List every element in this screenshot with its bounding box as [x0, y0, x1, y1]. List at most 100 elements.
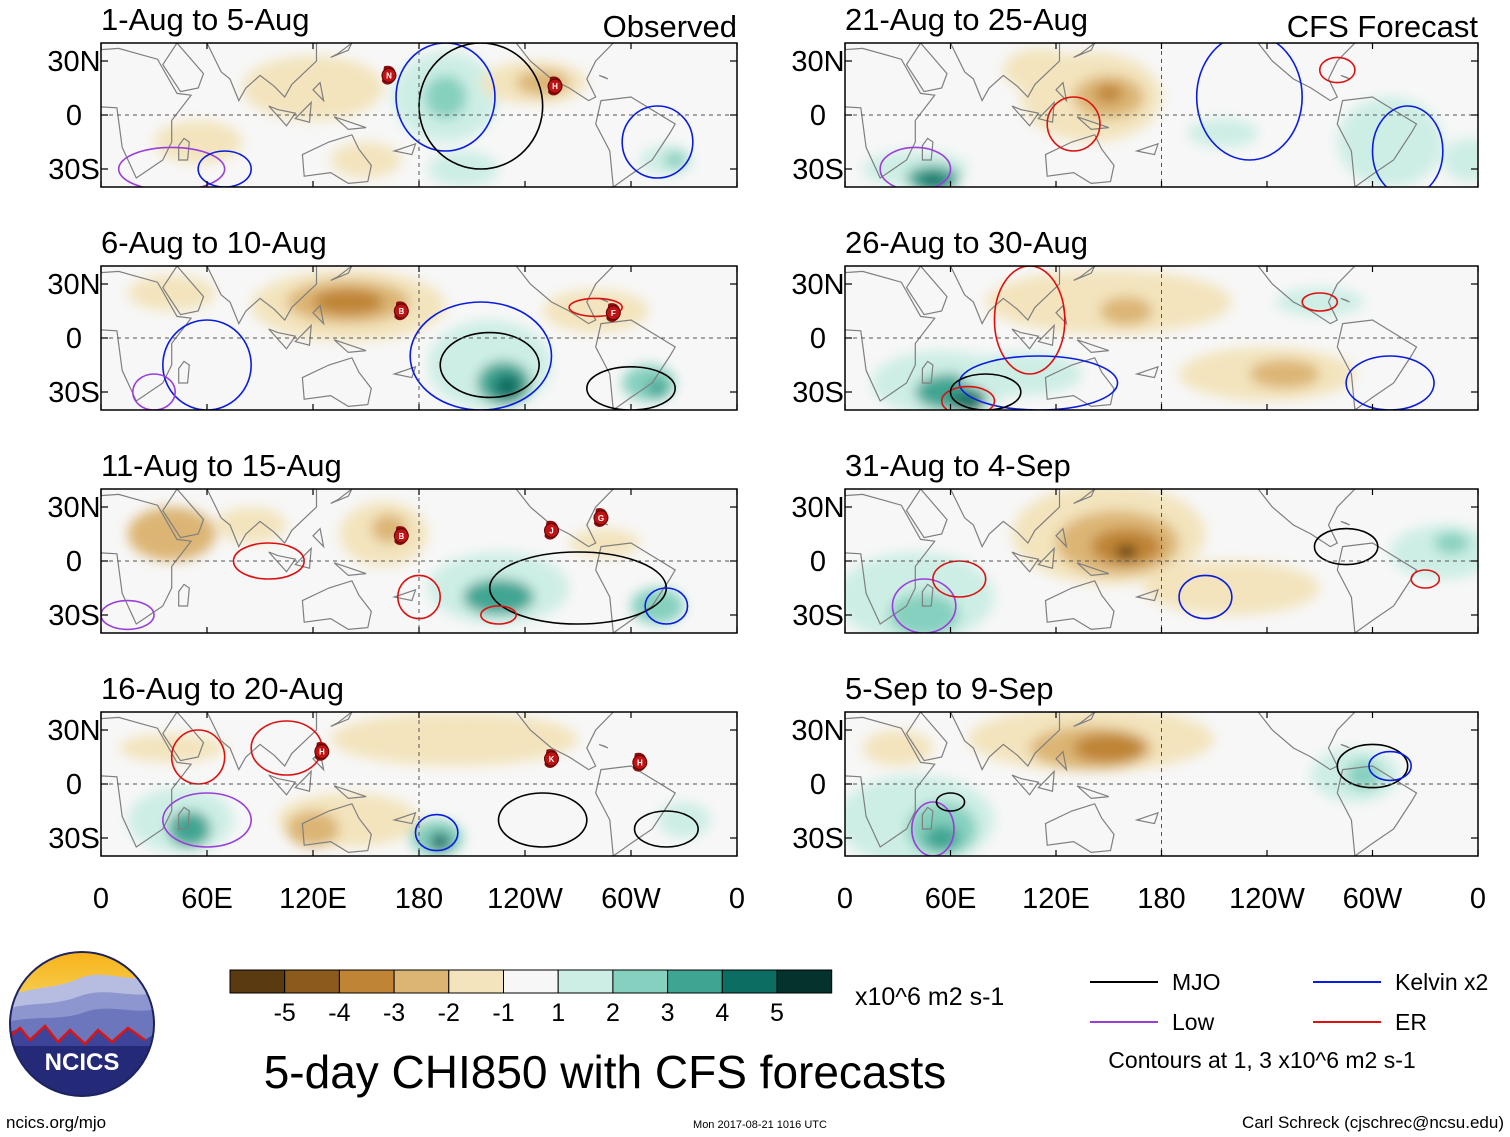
coastline	[1134, 365, 1159, 379]
anomaly-region	[631, 588, 684, 624]
coastline	[392, 142, 417, 156]
coastline	[1134, 588, 1159, 602]
coastline	[1336, 96, 1418, 187]
anomaly-region	[888, 593, 960, 633]
coastline	[1037, 546, 1055, 569]
storm-marker: J	[544, 520, 559, 540]
coastline	[1073, 43, 1096, 58]
coastline	[178, 137, 190, 161]
wave-contour	[1318, 56, 1356, 84]
legend: MJO Kelvin x2 Low ER	[1090, 969, 1488, 1035]
wave-contour	[197, 150, 252, 187]
storm-marker: N	[381, 65, 397, 85]
coastline	[101, 47, 193, 179]
panel-title: 5-Sep to 9-Sep	[845, 671, 1054, 706]
storm-label: G	[598, 514, 604, 523]
wave-contour	[621, 105, 694, 179]
coastline	[333, 339, 367, 354]
wave-contour	[1178, 574, 1233, 620]
coastline	[162, 43, 205, 93]
lat-tick-label: 30S	[48, 823, 100, 855]
wave-contour	[1313, 527, 1379, 566]
anomaly-region	[313, 289, 384, 315]
source-url[interactable]: ncics.org/mjo	[6, 1113, 106, 1132]
coastline	[595, 765, 677, 856]
coastline	[294, 323, 312, 346]
lon-tick-label: 180	[395, 883, 443, 915]
coastline	[845, 47, 936, 179]
coastline	[905, 266, 948, 316]
colorbar-tick-label: -5	[274, 999, 296, 1027]
coastline	[301, 357, 372, 408]
anomaly-region	[862, 730, 933, 766]
colorbar-swatch	[557, 969, 614, 994]
anomaly-region	[542, 289, 649, 333]
storm-label: J	[549, 526, 553, 535]
wave-contour	[132, 373, 176, 410]
lat-tick-label: 30N	[791, 492, 844, 524]
colorbar: -5 -4 -3 -2 -1 1 2 3 4 5	[229, 969, 833, 1027]
wave-contour	[1345, 355, 1435, 410]
coastline	[301, 134, 372, 185]
anomaly-region	[127, 507, 216, 561]
anomaly-region	[1434, 532, 1470, 554]
colorbar-swatch	[284, 969, 340, 994]
anomaly-region	[1346, 760, 1382, 790]
map-panel: 30N 0 30S 5-Sep to 9-Sep	[791, 671, 1479, 857]
coastline	[1336, 542, 1418, 633]
observed-tag: Observed	[603, 9, 737, 44]
coastline	[1055, 527, 1068, 549]
anomaly-region	[427, 151, 499, 187]
storm-label: B	[398, 532, 404, 541]
anomaly-region	[1442, 138, 1478, 182]
timestamp: Mon 2017-08-21 1016 UTC	[693, 1119, 827, 1131]
coastline	[515, 43, 615, 102]
storm-marker: K	[544, 749, 559, 769]
coastline	[392, 811, 417, 825]
lon-tick-label: 0	[729, 883, 745, 915]
wave-contour	[949, 373, 1022, 410]
anomaly-region	[1099, 296, 1153, 326]
wave-contour	[418, 43, 544, 170]
coastline	[1340, 743, 1350, 749]
anomaly-region	[215, 507, 287, 543]
coastline	[1011, 328, 1040, 350]
coastline	[301, 803, 372, 854]
coastline	[101, 270, 193, 402]
coastline	[268, 105, 297, 127]
coastline	[206, 266, 318, 325]
storm-label: H	[552, 82, 558, 91]
anomaly-region	[1249, 359, 1320, 389]
lat-tick-label: 30N	[47, 269, 100, 301]
storm-marker: B	[393, 526, 409, 546]
wave-contour	[911, 801, 955, 856]
storm-marker: H	[314, 741, 330, 761]
anomaly-region	[1115, 544, 1137, 560]
colorbar-swatch	[393, 969, 450, 994]
coastline	[595, 96, 677, 187]
wave-contour	[162, 792, 252, 848]
lat-tick-label: 30N	[791, 269, 844, 301]
colorbar-tick-label: 2	[606, 999, 620, 1027]
coastline	[330, 489, 353, 504]
wave-contour	[1301, 292, 1339, 312]
lon-tick-label: 120W	[1229, 883, 1305, 915]
wave-contour	[644, 587, 689, 625]
coastline	[333, 785, 367, 800]
storm-marker: B	[393, 301, 409, 321]
lat-tick-label: 0	[810, 769, 826, 801]
map-panel: N H 30N 0 30S 1-Aug to 5-Aug	[47, 2, 738, 188]
lat-tick-label: 30N	[791, 715, 844, 747]
coastline	[206, 43, 318, 102]
colorbar-units: x10^6 m2 s-1	[855, 983, 1004, 1011]
wave-contour	[891, 578, 957, 633]
coastline	[392, 588, 417, 602]
coastline	[515, 712, 615, 771]
coastline	[1336, 319, 1418, 410]
colorbar-tick-label: 1	[551, 999, 565, 1027]
lat-tick-label: 30S	[48, 600, 100, 632]
coastline	[598, 74, 609, 80]
colorbar-swatch	[721, 969, 778, 994]
panel-title: 26-Aug to 30-Aug	[845, 225, 1088, 260]
map-panel: 30N 0 30S 31-Aug to 4-Sep	[791, 448, 1479, 634]
